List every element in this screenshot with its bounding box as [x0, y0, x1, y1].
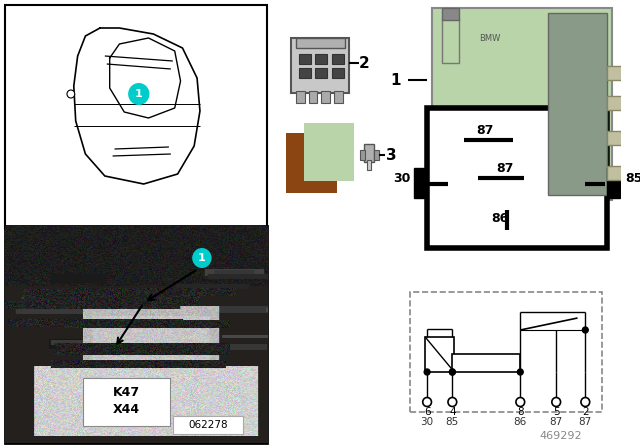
Text: X44: X44: [113, 402, 140, 415]
Text: 062278: 062278: [188, 420, 228, 430]
Text: 2: 2: [358, 56, 369, 70]
Text: 87: 87: [477, 124, 494, 137]
Bar: [296, 91, 305, 103]
Text: 8: 8: [517, 407, 524, 417]
Text: 87: 87: [579, 417, 592, 427]
Circle shape: [552, 397, 561, 406]
Bar: [432, 8, 612, 200]
Bar: [367, 160, 371, 170]
Bar: [425, 337, 454, 372]
Bar: [607, 96, 631, 110]
Text: 3: 3: [386, 147, 397, 163]
Text: 1: 1: [135, 89, 143, 99]
Bar: [83, 378, 170, 426]
Bar: [607, 131, 631, 145]
Bar: [427, 108, 607, 248]
Text: 85: 85: [625, 172, 640, 185]
Bar: [452, 354, 520, 372]
Bar: [299, 68, 310, 78]
Text: 469292: 469292: [540, 431, 582, 441]
Bar: [548, 13, 607, 195]
Circle shape: [448, 397, 457, 406]
Bar: [360, 150, 365, 160]
Bar: [5, 226, 267, 443]
Bar: [304, 123, 355, 181]
Bar: [173, 416, 243, 434]
Text: 86: 86: [492, 211, 509, 224]
Circle shape: [128, 83, 150, 105]
Circle shape: [581, 397, 589, 406]
Circle shape: [582, 327, 588, 333]
Bar: [286, 133, 337, 193]
Bar: [607, 168, 620, 198]
Text: K47: K47: [113, 385, 140, 399]
Circle shape: [517, 369, 523, 375]
Circle shape: [516, 397, 525, 406]
Text: 1: 1: [390, 73, 400, 87]
Bar: [299, 54, 310, 64]
Circle shape: [449, 369, 455, 375]
Bar: [442, 8, 459, 20]
Bar: [291, 38, 349, 93]
Text: 87: 87: [550, 417, 563, 427]
Bar: [374, 150, 379, 160]
Circle shape: [424, 369, 430, 375]
Bar: [5, 5, 267, 228]
Text: 4: 4: [449, 407, 456, 417]
Bar: [316, 68, 327, 78]
Text: 86: 86: [514, 417, 527, 427]
Text: 30: 30: [420, 417, 434, 427]
Text: 2: 2: [582, 407, 589, 417]
Bar: [308, 91, 317, 103]
Bar: [364, 144, 374, 162]
Bar: [296, 38, 344, 48]
Bar: [334, 91, 342, 103]
Circle shape: [423, 397, 431, 406]
Text: 30: 30: [393, 172, 410, 185]
Bar: [607, 166, 631, 180]
Bar: [413, 168, 427, 198]
Text: 5: 5: [553, 407, 559, 417]
Bar: [332, 54, 344, 64]
Bar: [442, 18, 459, 63]
Text: 1: 1: [198, 253, 206, 263]
Circle shape: [192, 248, 212, 268]
Text: BMW: BMW: [479, 34, 501, 43]
Circle shape: [449, 369, 455, 375]
Bar: [332, 68, 344, 78]
Text: 6: 6: [424, 407, 431, 417]
Bar: [607, 66, 631, 80]
Text: 87: 87: [496, 161, 513, 175]
Circle shape: [67, 90, 75, 98]
Bar: [410, 292, 602, 412]
Bar: [321, 91, 330, 103]
Text: 85: 85: [445, 417, 459, 427]
Bar: [316, 54, 327, 64]
